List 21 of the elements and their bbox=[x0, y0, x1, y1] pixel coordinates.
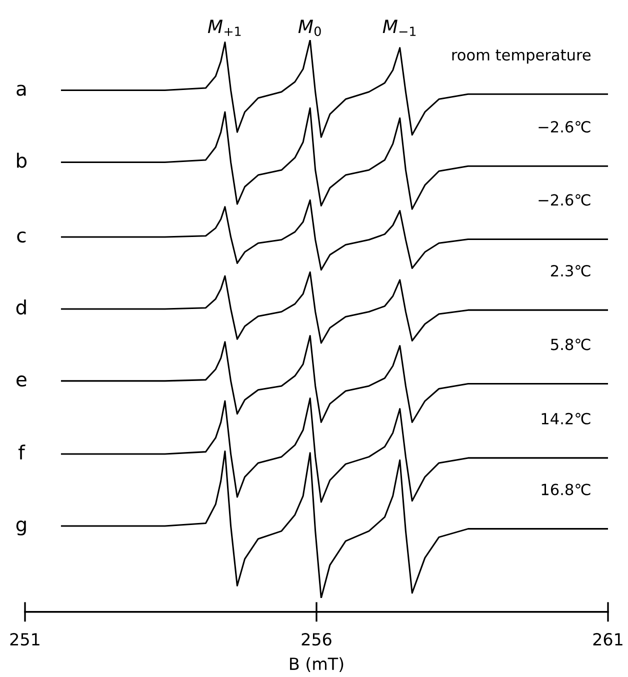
annotation: room temperature bbox=[452, 50, 591, 64]
series-label: d bbox=[16, 300, 26, 315]
text: M$_{0}$ bbox=[298, 20, 321, 36]
series-label: b bbox=[17, 152, 27, 168]
series-label: c bbox=[17, 231, 26, 243]
text: M$_{−1}$ bbox=[382, 20, 416, 36]
x-tick-label: 261 bbox=[593, 633, 622, 646]
annotation: 16.8℃ bbox=[542, 484, 590, 496]
x-tick-label: 251 bbox=[10, 633, 40, 646]
series-label: e bbox=[16, 375, 26, 387]
series-label: g bbox=[16, 520, 26, 536]
annotation: 2.3℃ bbox=[551, 265, 590, 277]
series-label: a bbox=[16, 84, 26, 96]
annotation: −2.6℃ bbox=[538, 121, 590, 133]
x-axis-title: B (mT) bbox=[290, 657, 344, 672]
annotation: 14.2℃ bbox=[542, 412, 590, 424]
series-label: f bbox=[18, 444, 26, 460]
text: M$_{+1}$ bbox=[208, 20, 241, 36]
x-tick-label: 256 bbox=[302, 633, 332, 646]
annotation: −2.6℃ bbox=[538, 194, 590, 206]
annotation: 5.8℃ bbox=[551, 338, 590, 350]
